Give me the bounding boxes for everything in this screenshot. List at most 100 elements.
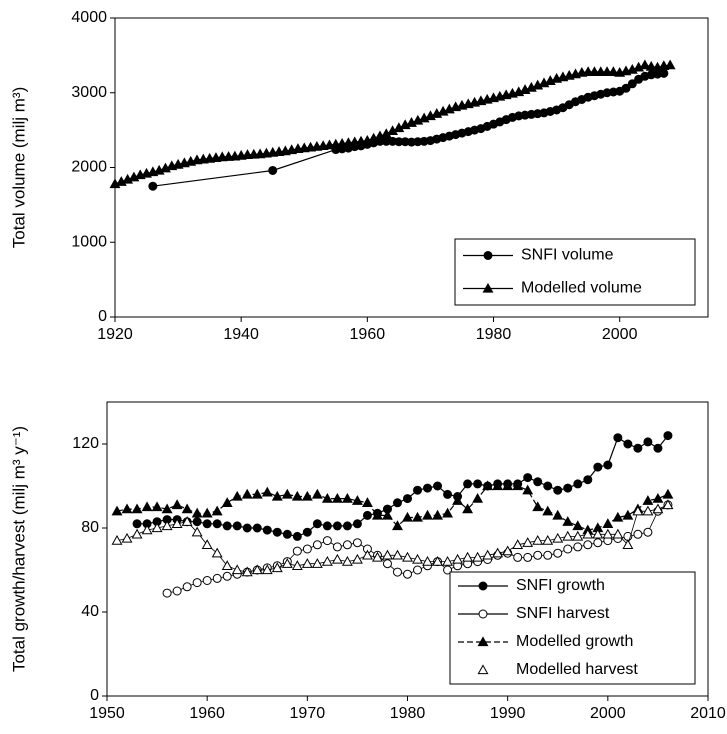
y-tick-label: 2000 xyxy=(71,159,107,176)
x-tick-label: 2010 xyxy=(690,705,726,722)
marker xyxy=(242,523,252,533)
marker xyxy=(382,509,393,520)
marker xyxy=(653,443,663,453)
marker xyxy=(231,490,243,501)
marker xyxy=(413,485,423,495)
marker xyxy=(573,542,583,552)
marker xyxy=(342,521,352,531)
marker xyxy=(292,546,302,556)
marker xyxy=(603,460,613,470)
marker xyxy=(422,509,433,520)
marker xyxy=(432,555,443,566)
x-tick-label: 1950 xyxy=(89,705,125,722)
marker xyxy=(602,528,614,539)
marker xyxy=(533,477,543,487)
marker xyxy=(552,509,564,520)
marker xyxy=(612,511,624,522)
marker xyxy=(341,492,353,503)
marker xyxy=(523,473,533,483)
y-tick-label: 0 xyxy=(90,687,99,704)
marker xyxy=(241,488,253,499)
marker xyxy=(271,490,283,501)
marker xyxy=(543,550,553,560)
y-tick-label: 120 xyxy=(72,435,99,452)
x-tick-label: 2000 xyxy=(602,326,638,343)
marker xyxy=(261,564,273,575)
marker xyxy=(241,566,253,577)
marker xyxy=(272,527,282,537)
marker xyxy=(191,526,203,537)
marker xyxy=(121,532,133,543)
marker xyxy=(607,66,619,76)
marker xyxy=(221,560,233,570)
marker xyxy=(211,505,223,516)
legend-marker xyxy=(477,664,489,675)
marker xyxy=(262,525,272,535)
marker xyxy=(131,528,143,539)
marker xyxy=(222,571,232,581)
marker xyxy=(252,523,262,533)
marker xyxy=(543,481,553,491)
y-axis-label: Total volume (milj m³) xyxy=(9,87,28,249)
marker xyxy=(402,511,413,522)
marker xyxy=(311,558,323,568)
marker xyxy=(502,480,514,491)
marker xyxy=(162,588,172,598)
marker xyxy=(482,549,494,560)
marker xyxy=(148,181,158,191)
marker xyxy=(361,549,373,560)
marker xyxy=(613,433,623,443)
y-tick-label: 3000 xyxy=(71,84,107,101)
marker xyxy=(642,495,654,505)
marker xyxy=(412,511,423,522)
y-axis-label: Total growth/harvest (milj m³ y⁻¹) xyxy=(9,426,28,672)
x-tick-label: 1960 xyxy=(189,705,225,722)
marker xyxy=(621,83,631,93)
marker xyxy=(412,553,423,564)
marker xyxy=(251,564,263,575)
marker xyxy=(472,551,484,562)
marker xyxy=(422,555,433,566)
marker xyxy=(623,439,633,449)
marker xyxy=(632,505,644,516)
x-tick-label: 1990 xyxy=(490,705,526,722)
marker xyxy=(572,530,584,541)
legend-marker xyxy=(478,581,488,591)
marker xyxy=(351,553,363,564)
marker xyxy=(582,528,594,539)
marker xyxy=(462,503,474,514)
marker xyxy=(639,59,651,70)
y-tick-label: 40 xyxy=(81,603,99,620)
marker xyxy=(452,495,464,505)
marker xyxy=(211,547,223,558)
series xyxy=(114,64,671,185)
series xyxy=(152,72,664,187)
marker xyxy=(161,503,173,514)
marker xyxy=(432,509,443,520)
marker xyxy=(563,544,573,554)
marker xyxy=(302,544,312,554)
marker xyxy=(352,538,362,548)
marker xyxy=(312,519,322,529)
marker xyxy=(662,499,674,510)
marker xyxy=(121,503,133,514)
marker xyxy=(332,542,342,552)
legend-box xyxy=(454,238,696,306)
x-tick-label: 1940 xyxy=(223,326,259,343)
marker xyxy=(151,522,163,533)
marker xyxy=(201,507,213,518)
marker xyxy=(663,431,673,441)
marker xyxy=(533,550,543,560)
marker xyxy=(642,505,654,516)
marker xyxy=(523,552,533,562)
marker xyxy=(652,503,664,514)
marker xyxy=(361,497,373,507)
marker xyxy=(492,547,504,558)
marker xyxy=(482,480,494,491)
marker xyxy=(433,481,443,491)
marker xyxy=(332,521,342,531)
marker xyxy=(643,437,653,447)
x-tick-label: 1960 xyxy=(350,326,386,343)
marker xyxy=(302,527,312,537)
marker xyxy=(403,494,412,504)
